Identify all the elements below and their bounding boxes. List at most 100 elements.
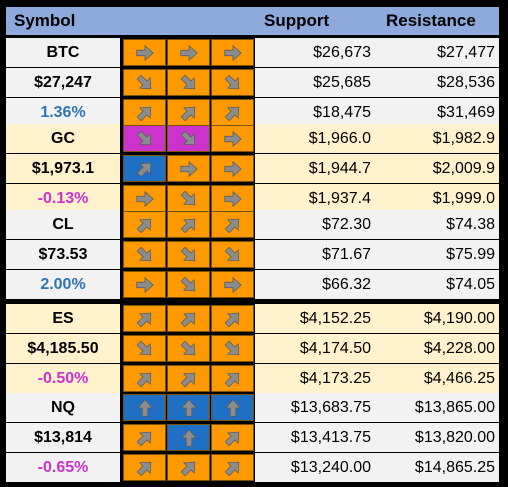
change-label: -0.50% <box>6 364 120 393</box>
resistance-value: $28,536 <box>377 68 499 97</box>
arrow-up-right-icon <box>167 365 210 392</box>
table-row: NQ $13,683.75 $13,865.00 <box>6 393 499 422</box>
trend-arrows <box>121 393 255 422</box>
change-label: 1.36% <box>6 98 120 127</box>
support-value: $1,966.0 <box>255 124 377 153</box>
arrow-up-right-icon <box>211 305 254 332</box>
trend-arrows <box>121 184 255 213</box>
table-header: Symbol Support Resistance <box>6 7 499 35</box>
resistance-value: $31,469 <box>377 98 499 127</box>
arrow-down-right-icon <box>167 69 210 96</box>
symbol-label: GC <box>6 124 120 153</box>
support-value: $4,174.50 <box>255 334 377 363</box>
arrow-up-right-icon <box>211 424 254 451</box>
arrow-down-right-icon <box>123 125 166 152</box>
arrow-right-icon <box>211 125 254 152</box>
resistance-value: $1,982.9 <box>377 124 499 153</box>
arrow-down-right-icon <box>167 271 210 298</box>
table-row: 1.36% $18,475 $31,469 <box>6 98 499 127</box>
arrow-down-right-icon <box>167 125 210 152</box>
arrow-down-right-icon <box>211 335 254 362</box>
arrow-up-right-icon <box>167 99 210 126</box>
arrow-right-icon <box>211 271 254 298</box>
support-value: $71.67 <box>255 240 377 269</box>
resistance-value: $14,865.25 <box>377 453 499 482</box>
arrow-up-right-icon <box>123 305 166 332</box>
arrow-right-icon <box>123 185 166 212</box>
trend-arrows <box>121 38 255 67</box>
support-value: $13,683.75 <box>255 393 377 422</box>
support-value: $4,173.25 <box>255 364 377 393</box>
price-label: $1,973.1 <box>6 154 120 183</box>
ticker-section: NQ $13,683.75 $13,865.00 $13,814 $13,413.75 $… <box>6 393 499 483</box>
trend-arrows <box>121 68 255 97</box>
trend-arrows <box>121 453 255 482</box>
support-column-header: Support <box>264 11 330 30</box>
support-value: $18,475 <box>255 98 377 127</box>
arrow-down-right-icon <box>123 241 166 268</box>
resistance-value: $74.38 <box>377 210 499 239</box>
ticker-section: BTC $26,673 $27,477 $27,247 $25,685 $28,536 1.… <box>6 38 499 128</box>
table-row: BTC $26,673 $27,477 <box>6 38 499 67</box>
arrow-up-icon <box>211 394 254 421</box>
arrow-down-right-icon <box>123 335 166 362</box>
support-value: $26,673 <box>255 38 377 67</box>
table-row: 2.00% $66.32 $74.05 <box>6 270 499 299</box>
arrow-up-right-icon <box>211 99 254 126</box>
arrow-down-right-icon <box>211 241 254 268</box>
trend-arrows <box>121 334 255 363</box>
resistance-value: $4,466.25 <box>377 364 499 393</box>
table-row: $73.53 $71.67 $75.99 <box>6 240 499 269</box>
support-value: $13,413.75 <box>255 423 377 452</box>
arrow-up-icon <box>167 424 210 451</box>
arrow-up-icon <box>167 394 210 421</box>
arrow-down-right-icon <box>167 335 210 362</box>
table-row: $27,247 $25,685 $28,536 <box>6 68 499 97</box>
arrow-down-right-icon <box>167 241 210 268</box>
resistance-value: $13,865.00 <box>377 393 499 422</box>
trend-arrows <box>121 364 255 393</box>
arrow-up-right-icon <box>123 424 166 451</box>
arrow-up-right-icon <box>211 365 254 392</box>
resistance-value: $4,190.00 <box>377 304 499 333</box>
arrow-right-icon <box>167 39 210 66</box>
arrow-up-right-icon <box>211 454 254 481</box>
arrow-right-icon <box>123 39 166 66</box>
arrow-up-right-icon <box>123 211 166 238</box>
arrow-right-icon <box>123 271 166 298</box>
support-value: $4,152.25 <box>255 304 377 333</box>
arrow-up-icon <box>123 394 166 421</box>
resistance-value: $13,820.00 <box>377 423 499 452</box>
table-row: $4,185.50 $4,174.50 $4,228.00 <box>6 334 499 363</box>
arrow-up-right-icon <box>167 211 210 238</box>
arrow-down-right-icon <box>123 69 166 96</box>
support-value: $13,240.00 <box>255 453 377 482</box>
support-value: $25,685 <box>255 68 377 97</box>
change-label: -0.65% <box>6 453 120 482</box>
symbol-label: NQ <box>6 393 120 422</box>
table-row: $13,814 $13,413.75 $13,820.00 <box>6 423 499 452</box>
price-label: $13,814 <box>6 423 120 452</box>
support-value: $1,937.4 <box>255 184 377 213</box>
change-label: -0.13% <box>6 184 120 213</box>
arrow-right-icon <box>211 39 254 66</box>
arrow-up-right-icon <box>123 454 166 481</box>
resistance-value: $2,009.9 <box>377 154 499 183</box>
table-row: ES $4,152.25 $4,190.00 <box>6 304 499 333</box>
arrow-up-right-icon <box>123 365 166 392</box>
table-row: CL $72.30 $74.38 <box>6 210 499 239</box>
trend-arrows <box>121 270 255 299</box>
support-value: $66.32 <box>255 270 377 299</box>
ticker-section: GC $1,966.0 $1,982.9 $1,973.1 $1,944.7 $2,009… <box>6 124 499 214</box>
symbol-column-header: Symbol <box>14 11 76 30</box>
trend-arrows <box>121 98 255 127</box>
arrow-right-icon <box>211 155 254 182</box>
trend-arrows <box>121 423 255 452</box>
table-row: -0.50% $4,173.25 $4,466.25 <box>6 364 499 393</box>
resistance-value: $75.99 <box>377 240 499 269</box>
table-row: $1,973.1 $1,944.7 $2,009.9 <box>6 154 499 183</box>
support-value: $1,944.7 <box>255 154 377 183</box>
price-label: $4,185.50 <box>6 334 120 363</box>
trend-arrows <box>121 154 255 183</box>
